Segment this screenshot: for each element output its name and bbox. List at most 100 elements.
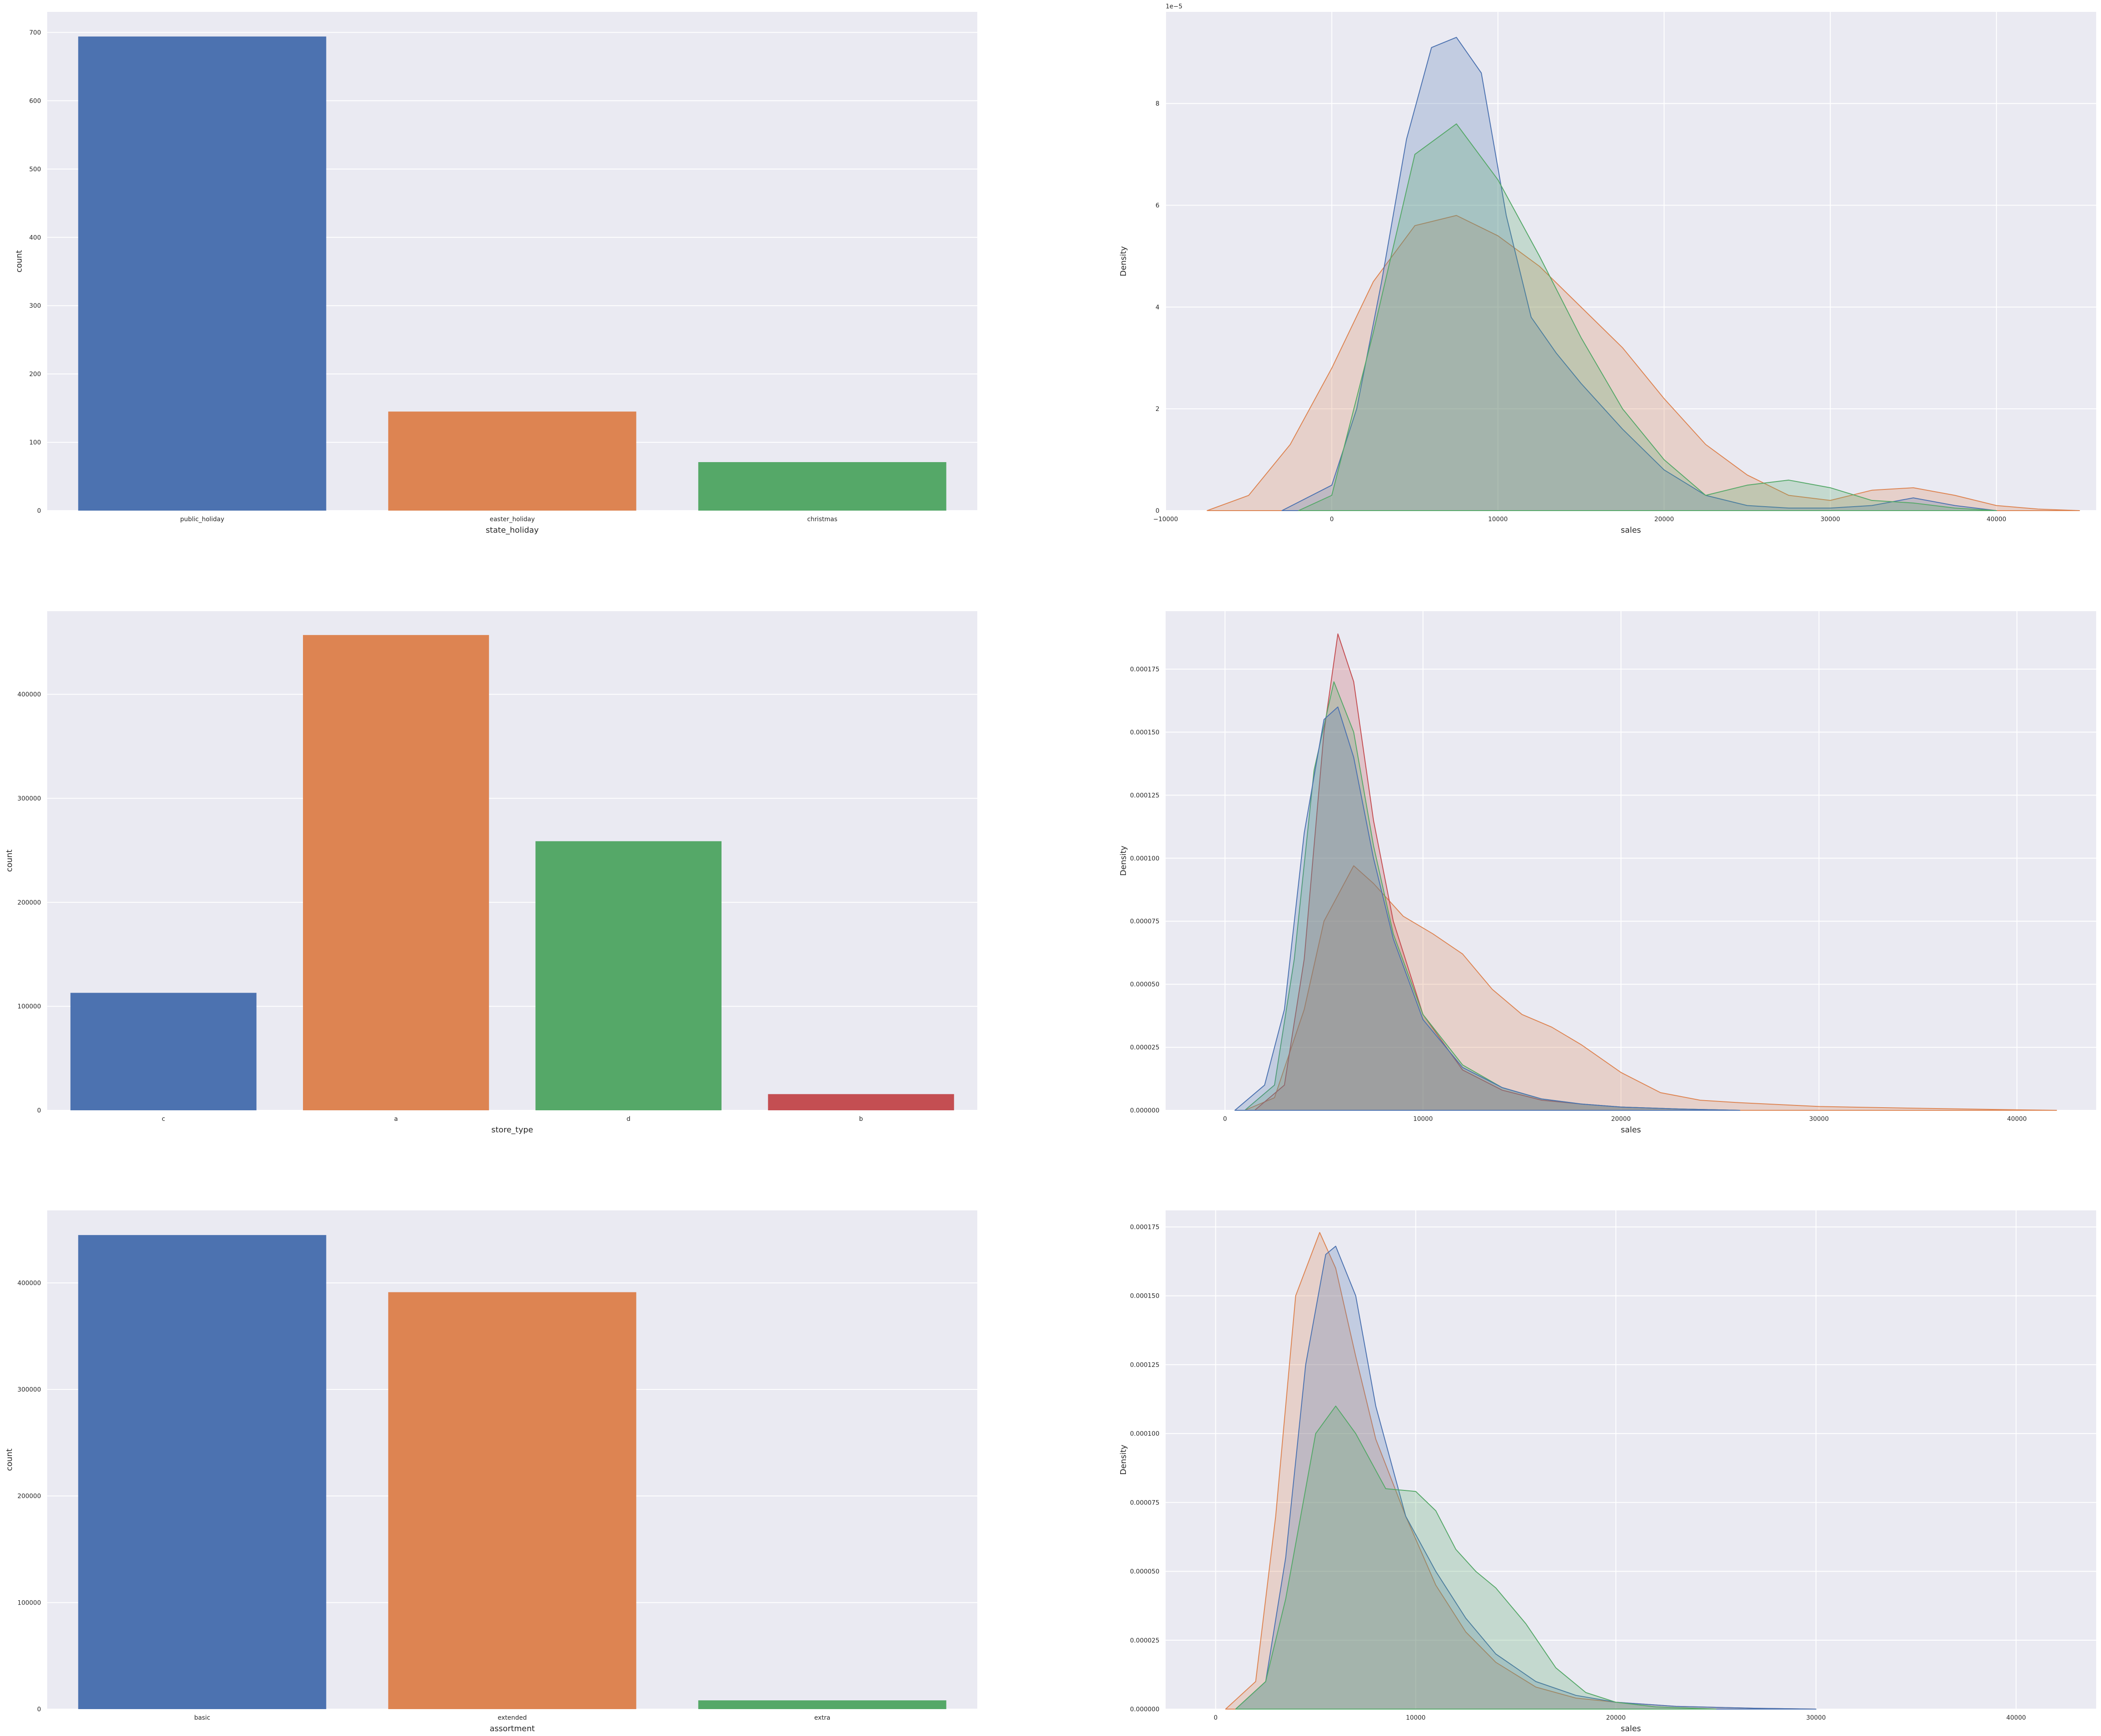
y-tick-label: 500 <box>29 166 41 173</box>
x-tick-label: 10000 <box>1488 516 1508 523</box>
x-tick-label: c <box>162 1116 165 1123</box>
x-tick-label: b <box>859 1116 863 1123</box>
x-tick-label: public_holiday <box>180 516 224 523</box>
y-tick-label: 400000 <box>18 1280 41 1287</box>
y-tick-label: 400000 <box>18 691 41 698</box>
x-tick-label: 20000 <box>1611 1116 1631 1123</box>
y-tick-label: 0 <box>37 1706 41 1713</box>
y-tick-label: 100000 <box>18 1003 41 1010</box>
x-tick-label: extra <box>814 1714 830 1721</box>
x-tick-label: 30000 <box>1821 516 1840 523</box>
y-tick-label: 0.000050 <box>1130 1568 1159 1575</box>
x-axis-label: sales <box>1621 1125 1641 1135</box>
y-tick-label: 0.000075 <box>1130 1499 1159 1506</box>
y-tick-label: 4 <box>1155 304 1159 311</box>
bar-extended <box>388 1292 636 1709</box>
y-tick-label: 600 <box>29 97 41 105</box>
x-axis-label: sales <box>1621 1724 1641 1733</box>
x-tick-label: 40000 <box>2006 1714 2026 1721</box>
y-tick-label: 0 <box>37 508 41 515</box>
x-tick-label: 20000 <box>1654 516 1674 523</box>
x-tick-label: 10000 <box>1413 1116 1433 1123</box>
y-tick-label: 0.000050 <box>1130 981 1159 988</box>
y-axis-label: count <box>15 250 24 273</box>
x-tick-label: 40000 <box>2007 1116 2027 1123</box>
y-tick-label: 200 <box>29 371 41 378</box>
x-tick-label: d <box>627 1116 631 1123</box>
y-tick-label: 300 <box>29 302 41 310</box>
y-tick-label: 200000 <box>18 1493 41 1500</box>
x-tick-label: 30000 <box>1806 1714 1826 1721</box>
x-axis-label: store_type <box>491 1125 533 1135</box>
y-tick-label: 0.000150 <box>1130 1293 1159 1300</box>
y-tick-label: 0.000150 <box>1130 729 1159 736</box>
bar-basic <box>78 1235 326 1709</box>
x-axis-label: assortment <box>490 1724 535 1733</box>
chart-6: 0.000000 0.000025 0.000050 0.000075 0.000100… <box>1119 1210 2096 1733</box>
y-tick-label: 200000 <box>18 899 41 906</box>
y-axis-label: Density <box>1119 1445 1128 1475</box>
x-tick-label: a <box>394 1116 398 1123</box>
x-tick-label: −10000 <box>1153 516 1178 523</box>
bar-public-holiday <box>78 36 326 511</box>
y-axis-label: Density <box>1119 246 1128 276</box>
x-tick-label: 40000 <box>1987 516 2007 523</box>
x-tick-label: 0 <box>1330 516 1334 523</box>
bar-d <box>535 841 722 1110</box>
x-tick-label: 30000 <box>1809 1116 1829 1123</box>
x-tick-label: easter_holiday <box>490 516 535 523</box>
x-axis-label: sales <box>1621 526 1641 535</box>
chart-5: 0 100000 200000 300000 400000 basic extended ex… <box>5 1210 977 1733</box>
y-axis-label: Density <box>1119 845 1128 876</box>
y-tick-label: 300000 <box>18 795 41 803</box>
y-tick-label: 6 <box>1155 202 1159 209</box>
y-tick-label: 0.000175 <box>1130 666 1159 673</box>
plot-area <box>1166 12 2096 511</box>
y-tick-label: 400 <box>29 234 41 241</box>
density-curve-green <box>1298 123 1997 511</box>
x-tick-label: christmas <box>807 516 837 523</box>
density-curve-orange <box>1207 215 2080 511</box>
y-tick-label: 100000 <box>18 1599 41 1606</box>
chart-4: 0.000000 0.000025 0.000050 0.000075 0.000100… <box>1119 611 2096 1135</box>
bar-christmas <box>698 462 946 511</box>
y-tick-label: 0 <box>1155 508 1159 515</box>
bar-b <box>768 1094 954 1110</box>
x-axis-label: state_holiday <box>486 526 538 535</box>
bar-c <box>70 993 257 1110</box>
y-axis-label: count <box>5 850 14 872</box>
y-tick-label: 0.000000 <box>1130 1107 1159 1114</box>
y-tick-label: 0.000000 <box>1130 1706 1159 1713</box>
y-tick-label: 0.000125 <box>1130 1362 1159 1369</box>
y-tick-label: 0.000125 <box>1130 792 1159 799</box>
y-tick-label: 0 <box>37 1107 41 1114</box>
density-curve-blue <box>1281 37 1997 511</box>
y-tick-label: 0.000025 <box>1130 1044 1159 1051</box>
y-tick-label: 300000 <box>18 1386 41 1393</box>
density-curve-blue <box>1234 706 1740 1111</box>
density-curve-green <box>1235 1405 1716 1710</box>
chart-1: 0 100 200 300 400 500 600 700 public_holiday east… <box>15 12 977 535</box>
y-tick-label: 0.000100 <box>1130 855 1159 862</box>
y-tick-label: 8 <box>1155 101 1159 108</box>
x-tick-label: 0 <box>1214 1714 1218 1721</box>
x-tick-label: 20000 <box>1606 1714 1626 1721</box>
bar-extra <box>698 1700 946 1709</box>
chart-3: 0 100000 200000 300000 400000 c a d b store_type c… <box>5 611 977 1135</box>
y-tick-label: 0.000175 <box>1130 1224 1159 1231</box>
bar-easter-holiday <box>388 411 636 511</box>
y-tick-label: 700 <box>29 29 41 36</box>
x-tick-label: 0 <box>1223 1116 1227 1123</box>
y-offset-text: 1e−5 <box>1166 3 1182 10</box>
y-axis-label: count <box>5 1449 14 1471</box>
plot-area <box>1166 1210 2096 1709</box>
x-tick-label: extended <box>497 1714 527 1721</box>
plot-area <box>1166 611 2096 1110</box>
x-tick-label: 10000 <box>1406 1714 1426 1721</box>
y-tick-label: 2 <box>1155 406 1159 413</box>
bar-a <box>303 635 489 1110</box>
y-tick-label: 0.000025 <box>1130 1637 1159 1644</box>
x-tick-label: basic <box>194 1714 210 1721</box>
